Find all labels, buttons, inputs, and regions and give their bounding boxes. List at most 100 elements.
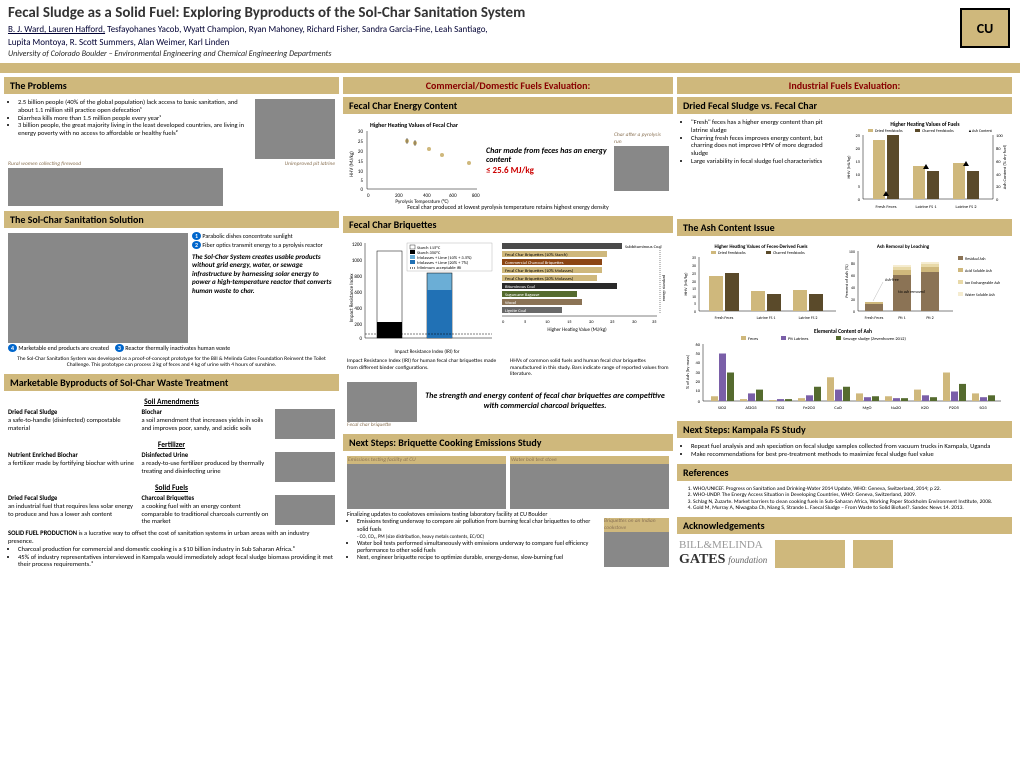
svg-text:30: 30 <box>632 320 637 325</box>
soil-hdr: Soil Amendments <box>8 398 335 407</box>
department: University of Colorado Boulder – Environ… <box>8 49 1012 59</box>
kampala-hdr: Next Steps: Kampala FS Study <box>677 421 1012 438</box>
svg-text:% of Ash (by mass): % of Ash (by mass) <box>685 354 691 389</box>
svg-text:Impact Resistance Index (IRI): Impact Resistance Index (IRI) for <box>394 348 459 355</box>
svg-text:600: 600 <box>449 193 457 199</box>
svg-text:HHV (MJ/kg): HHV (MJ/kg) <box>683 272 689 296</box>
firewood-caption: Rural women collecting firewood <box>8 161 223 168</box>
svg-text:CaO: CaO <box>834 406 842 411</box>
svg-text:40: 40 <box>695 361 700 366</box>
svg-text:energy standard: energy standard <box>662 275 667 301</box>
svg-text:Latrine FS 1: Latrine FS 1 <box>915 205 937 210</box>
svg-text:HHV (MJ/kg): HHV (MJ/kg) <box>846 155 852 179</box>
svg-text:Bituminous Coal: Bituminous Coal <box>505 285 535 290</box>
svg-text:Ash-free: Ash-free <box>885 278 899 283</box>
svg-text:0: 0 <box>996 198 999 203</box>
solchar-hdr: The Sol-Char Sanitation Solution <box>4 211 339 228</box>
svg-text:P2O5: P2O5 <box>949 406 960 411</box>
svg-text:800: 800 <box>354 274 362 280</box>
svg-text:0: 0 <box>858 198 861 203</box>
svg-text:Dried Feedstocks: Dried Feedstocks <box>875 129 903 134</box>
svg-text:50: 50 <box>695 352 700 357</box>
svg-text:Elemental Content of Ash: Elemental Content of Ash <box>814 329 872 335</box>
mortenson-logo <box>775 540 845 568</box>
emissions-photo <box>347 464 506 509</box>
iri-chart: Impact Resistance Index 1200100080060040… <box>347 238 495 358</box>
svg-text:Dried Feedstocks: Dried Feedstocks <box>718 251 746 256</box>
svg-text:25: 25 <box>855 134 860 139</box>
svg-text:Water Soluble Ash: Water Soluble Ash <box>965 293 995 298</box>
svg-text:0: 0 <box>360 187 363 193</box>
svg-text:100: 100 <box>849 250 855 255</box>
svg-text:Acid Soluble Ash: Acid Soluble Ash <box>965 269 992 274</box>
svg-text:10: 10 <box>545 320 550 325</box>
svg-text:Higher Heating Values of Fecal: Higher Heating Values of Fecal Char <box>370 121 459 129</box>
energy-callout: Char made from feces has an energy conte… <box>486 147 610 166</box>
svg-text:Impact Resistance Index: Impact Resistance Index <box>349 273 355 323</box>
briquette-photo <box>347 382 417 422</box>
svg-text:MgO: MgO <box>863 406 872 411</box>
svg-text:Feces: Feces <box>748 337 758 342</box>
byproducts-hdr: Marketable Byproducts of Sol-Char Waste … <box>4 374 339 391</box>
energy-body: Higher Heating Values of Fecal Char HHV … <box>343 117 673 213</box>
svg-text:100: 100 <box>996 134 1004 139</box>
problems-body: 2.5 billion people (40% of the global po… <box>4 97 339 208</box>
svg-text:30: 30 <box>358 129 364 135</box>
energy-value: ≤ 25.6 MJ/kg <box>486 166 610 177</box>
energy-footer: Fecal char produced at lowest pyrolysis … <box>347 204 669 211</box>
kampala-body: Repeat fuel analysis and ash speciation … <box>677 441 1012 461</box>
svg-text:Higher Heating Values of Fuels: Higher Heating Values of Fuels <box>890 122 960 128</box>
ack-hdr: Acknowledgements <box>677 517 1012 534</box>
svg-text:800: 800 <box>472 193 480 199</box>
svg-text:Higher Heating Values of Feces: Higher Heating Values of Feces-Derived F… <box>714 244 807 250</box>
svg-text:Higher Heating Value (MJ/kg): Higher Heating Value (MJ/kg) <box>547 326 607 333</box>
step-1-icon: 1 <box>192 232 201 240</box>
step-2-icon: 2 <box>192 241 201 249</box>
svg-text:400: 400 <box>354 306 362 312</box>
svg-text:80: 80 <box>996 147 1001 152</box>
header: Fecal Sludge as a Solid Fuel: Exploring … <box>0 0 1020 65</box>
svg-text:▲Ash Content: ▲Ash Content <box>968 129 993 134</box>
step-3-icon: 3 <box>115 344 124 352</box>
svg-text:0: 0 <box>698 400 701 405</box>
svg-text:10: 10 <box>692 295 696 300</box>
column-left: The Problems 2.5 billion people (40% of … <box>4 77 339 761</box>
svg-text:30: 30 <box>695 371 700 376</box>
svg-text:20: 20 <box>851 298 855 303</box>
ash-hdr: The Ash Content Issue <box>677 219 1012 236</box>
svg-text:5: 5 <box>524 320 527 325</box>
hhv-bars-chart: Subbituminous Coal Fecal Char Briquettes… <box>497 238 669 358</box>
svg-text:Percent of Ash (%): Percent of Ash (%) <box>844 264 850 298</box>
svg-text:SO3: SO3 <box>979 406 987 411</box>
poster: Fecal Sludge as a Solid Fuel: Exploring … <box>0 0 1020 765</box>
svg-text:20: 20 <box>589 320 594 325</box>
svg-text:35: 35 <box>692 256 696 261</box>
energy-hdr: Fecal Char Energy Content <box>343 97 673 114</box>
svg-text:Lignite Coal: Lignite Coal <box>505 309 526 314</box>
svg-text:200: 200 <box>354 322 362 328</box>
step-4-icon: 4 <box>8 344 17 352</box>
fert-hdr: Fertilizer <box>8 441 335 450</box>
svg-text:No ash removed: No ash removed <box>898 290 925 295</box>
dried-hdr: Dried Fecal Sludge vs. Fecal Char <box>677 97 1012 114</box>
gates-logo: BILL&MELINDAGATES foundation <box>679 539 767 569</box>
linked-authors: B. J. Ward, Lauren Hafford, <box>8 24 105 35</box>
elemental-chart: Elemental Content of Ash Feces Pit Latri… <box>681 326 1006 416</box>
svg-text:25: 25 <box>610 320 615 325</box>
svg-text:5: 5 <box>360 178 363 184</box>
soil-photo <box>275 409 335 439</box>
svg-text:35: 35 <box>652 320 657 325</box>
svg-text:10: 10 <box>358 169 364 175</box>
svg-text:Wood: Wood <box>505 301 517 306</box>
svg-text:15: 15 <box>855 160 860 165</box>
fert-photo <box>275 452 335 482</box>
svg-text:25: 25 <box>692 272 696 277</box>
next-briq-hdr: Next Steps: Briquette Cooking Emissions … <box>343 434 673 451</box>
svg-text:Latrine FS 2: Latrine FS 2 <box>799 316 818 321</box>
briq-callout: The strength and energy content of fecal… <box>421 392 669 411</box>
byproducts-body: Soil Amendments Dried Fecal Sludgea safe… <box>4 394 339 571</box>
svg-text:15: 15 <box>567 320 572 325</box>
svg-text:5: 5 <box>858 185 861 190</box>
svg-text:Residual Ash: Residual Ash <box>965 257 986 262</box>
svg-text:Fecal Char Briquettes (10% Mol: Fecal Char Briquettes (10% Molasses) <box>505 268 574 274</box>
